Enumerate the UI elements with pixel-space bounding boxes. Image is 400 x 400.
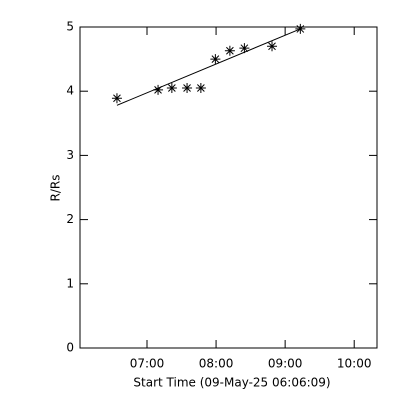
data-point bbox=[239, 43, 250, 54]
data-point bbox=[111, 93, 122, 104]
x-tick-label: 08:00 bbox=[199, 357, 234, 371]
x-tick-label: 09:00 bbox=[268, 357, 303, 371]
data-point bbox=[267, 41, 278, 52]
y-tick-label: 5 bbox=[66, 20, 74, 34]
x-tick-label: 10:00 bbox=[337, 357, 372, 371]
x-axis-label: Start Time (09-May-25 06:06:09) bbox=[133, 376, 330, 390]
data-point bbox=[166, 82, 177, 93]
data-point bbox=[295, 23, 306, 34]
data-point bbox=[210, 54, 221, 65]
data-point bbox=[224, 45, 235, 56]
y-axis-label: R/Rs bbox=[49, 175, 63, 202]
data-point bbox=[195, 82, 206, 93]
y-tick-label: 3 bbox=[66, 148, 74, 162]
y-tick-label: 1 bbox=[66, 276, 74, 290]
fit-line bbox=[116, 28, 301, 106]
y-tick-label: 0 bbox=[66, 341, 74, 355]
y-tick-label: 4 bbox=[66, 84, 74, 98]
x-tick-label: 07:00 bbox=[130, 357, 165, 371]
y-tick-label: 2 bbox=[66, 212, 74, 226]
data-point bbox=[182, 82, 193, 93]
plot-frame bbox=[79, 26, 378, 349]
data-point bbox=[153, 84, 164, 95]
